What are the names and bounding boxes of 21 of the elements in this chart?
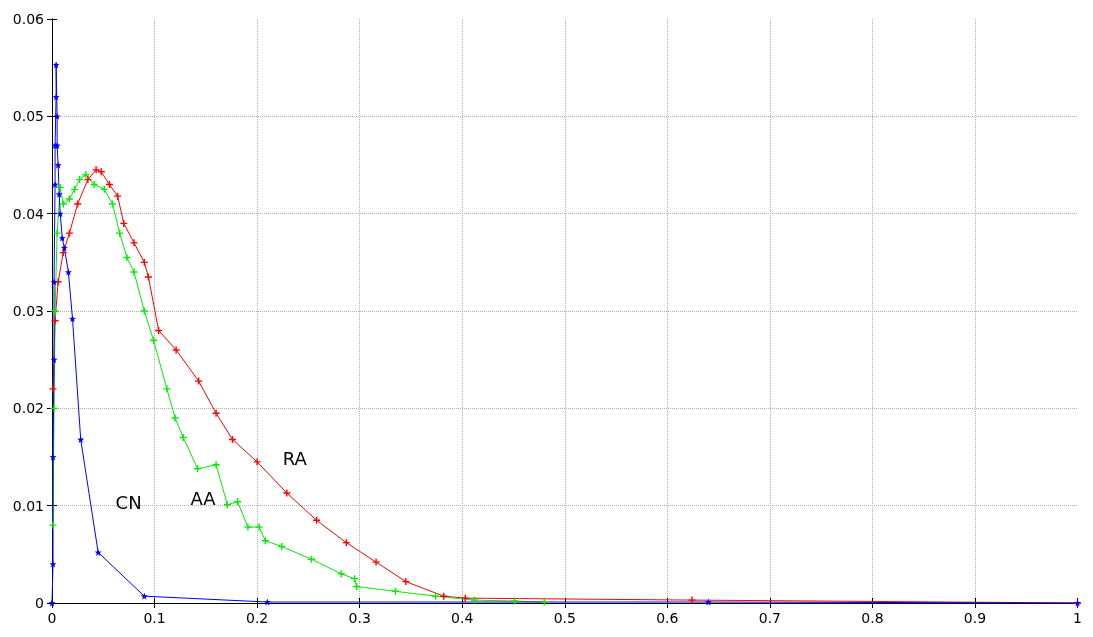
y-tick-label: 0.03 — [12, 303, 44, 319]
x-tick-label: 0.8 — [861, 610, 884, 626]
x-tick-label: 0.6 — [656, 610, 679, 626]
x-tick-label: 1 — [1073, 610, 1083, 626]
x-tick-label: 0.1 — [143, 610, 166, 626]
y-tick-label: 0.04 — [12, 205, 45, 222]
series-label: RA — [282, 448, 308, 470]
x-tick-label: 0 — [47, 610, 57, 626]
y-tick-label: 0.02 — [12, 400, 44, 417]
y-tick-label: 0.06 — [12, 11, 45, 27]
x-tick-label: 0.9 — [963, 610, 987, 626]
x-tick-label: 0.7 — [758, 610, 782, 626]
y-tick-label: 0 — [35, 595, 44, 611]
x-tick-label: 0.3 — [348, 610, 371, 626]
x-tick-label: 0.2 — [245, 610, 269, 626]
x-tick-label: 0.4 — [451, 610, 474, 626]
y-tick-label: 0.05 — [12, 108, 44, 125]
series-label: AA — [190, 488, 217, 510]
x-tick-label: 0.5 — [553, 610, 576, 626]
series-label: CN — [115, 492, 142, 514]
y-tick-label: 0.01 — [12, 497, 44, 514]
